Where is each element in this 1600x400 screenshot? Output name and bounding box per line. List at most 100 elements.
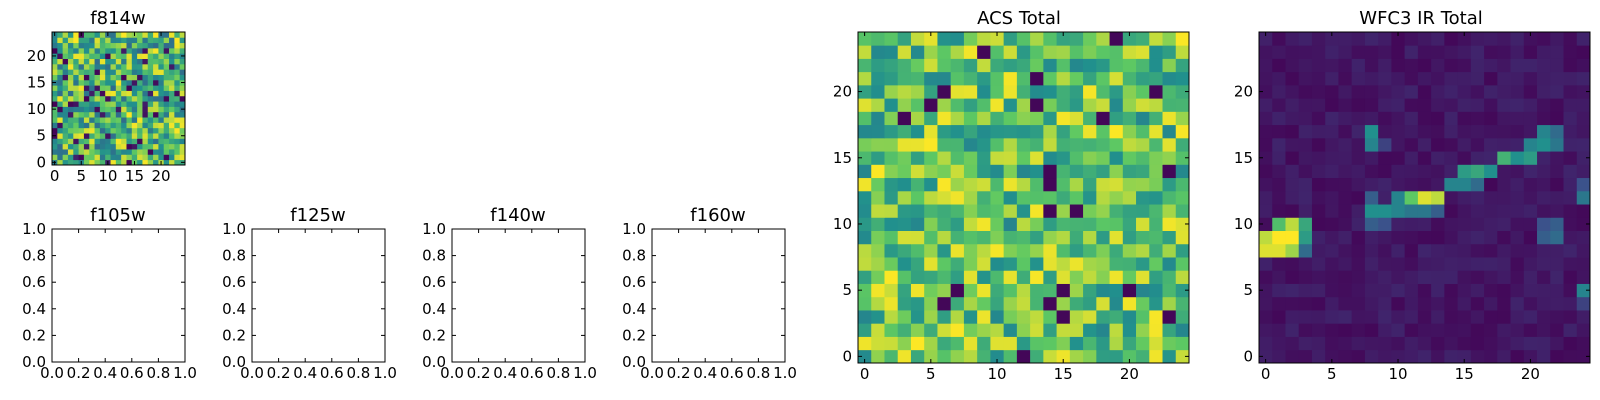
heatmap-cell [131, 101, 138, 107]
heatmap-cell [1016, 230, 1031, 245]
heatmap-cell [884, 349, 899, 364]
heatmap-cell [73, 63, 79, 70]
heatmap-cell [174, 143, 181, 150]
heatmap-cell [67, 32, 74, 38]
heatmap-cell [1470, 190, 1485, 205]
heatmap-cell [1364, 151, 1379, 165]
heatmap-cell [142, 69, 149, 75]
heatmap-cell [1378, 98, 1392, 112]
heatmap-cell [73, 149, 79, 155]
heatmap-cell [858, 310, 872, 324]
heatmap-cell [871, 111, 885, 126]
heatmap-cell [1122, 45, 1137, 59]
heatmap-cell [179, 154, 186, 161]
heatmap-cell [1550, 257, 1564, 271]
heatmap-cell [131, 63, 138, 70]
heatmap-cell [924, 190, 938, 205]
heatmap-cell [179, 143, 186, 150]
heatmap-cell [110, 85, 117, 91]
heatmap-cell [110, 138, 117, 145]
y-tick-label: 0.0 [22, 353, 46, 371]
heatmap-cell [1457, 296, 1472, 311]
heatmap-cell [169, 47, 175, 54]
heatmap-cell [142, 117, 149, 123]
heatmap-cell [1484, 98, 1498, 112]
heatmap-cell [1431, 151, 1445, 165]
heatmap-cell [179, 111, 186, 118]
heatmap-cell [1003, 270, 1018, 284]
heatmap-cell [1563, 217, 1578, 231]
heatmap-cell [1550, 323, 1564, 337]
heatmap-cell [950, 257, 965, 271]
heatmap-cell [1391, 204, 1406, 218]
heatmap-cell [78, 95, 85, 102]
heatmap-cell [1149, 111, 1163, 126]
heatmap-cell [57, 90, 64, 97]
heatmap-cell [83, 138, 90, 145]
heatmap-cell [1497, 58, 1511, 73]
heatmap-cell [977, 310, 991, 324]
heatmap-cell [897, 190, 912, 205]
x-tick-label: 1.0 [773, 364, 797, 382]
heatmap-cell [1351, 98, 1366, 112]
heatmap-cell [121, 79, 127, 86]
heatmap-cell [963, 45, 978, 59]
heatmap-cell [179, 101, 186, 107]
heatmap-cell [57, 149, 64, 155]
heatmap-cell [1378, 151, 1392, 165]
heatmap-cell [1149, 323, 1163, 337]
heatmap-cell [1136, 58, 1150, 73]
heatmap-cell [910, 71, 925, 86]
heatmap-cell [1083, 71, 1097, 86]
heatmap-cell [977, 84, 991, 99]
heatmap-cell [1043, 296, 1057, 311]
heatmap-cell [1122, 270, 1137, 284]
heatmap-cell [1364, 84, 1379, 99]
heatmap-cell [1285, 190, 1300, 205]
heatmap-cell [131, 37, 138, 44]
heatmap-cell [99, 74, 106, 81]
heatmap-cell [1537, 270, 1551, 284]
heatmap-cell [1417, 71, 1432, 86]
heatmap-cell [1136, 336, 1150, 351]
heatmap-cell [89, 111, 95, 118]
heatmap-cell [169, 74, 175, 81]
heatmap-cell [115, 58, 122, 65]
heatmap-cell [1457, 84, 1472, 99]
heatmap-cell [1069, 137, 1084, 152]
heatmap-cell [1043, 124, 1057, 139]
heatmap-cell [1417, 310, 1432, 324]
heatmap-cell [924, 84, 938, 99]
heatmap-cell [52, 58, 58, 65]
heatmap-cell [937, 336, 952, 351]
heatmap-cell [1003, 190, 1018, 205]
heatmap-cell [1272, 204, 1286, 218]
heatmap-cell [52, 47, 58, 54]
heatmap-cell [937, 32, 952, 46]
heatmap-cell [99, 149, 106, 155]
heatmap-cell [963, 32, 978, 46]
heatmap-cell [1431, 58, 1445, 73]
heatmap-cell [1576, 58, 1591, 73]
heatmap-cell [57, 69, 64, 75]
heatmap-cell [1003, 84, 1018, 99]
heatmap-cell [131, 58, 138, 65]
heatmap-cell [1431, 296, 1445, 311]
heatmap-cell [1391, 323, 1406, 337]
heatmap-cell [1338, 124, 1353, 139]
heatmap-cell [1444, 336, 1458, 351]
heatmap-cell [871, 98, 885, 112]
heatmap-cell [67, 159, 74, 166]
heatmap-cell [1510, 243, 1525, 258]
heatmap-cell [62, 32, 69, 38]
heatmap-cell [1083, 243, 1097, 258]
heatmap-cell [1069, 45, 1084, 59]
heatmap-cell [1523, 177, 1538, 192]
heatmap-cell [1149, 283, 1163, 298]
heatmap-cell [1056, 349, 1071, 364]
heatmap-cell [163, 74, 170, 81]
heatmap-cell [1136, 177, 1150, 192]
heatmap-cell [963, 137, 978, 152]
heatmap-cell [1272, 124, 1286, 139]
heatmap-cell [52, 42, 58, 49]
